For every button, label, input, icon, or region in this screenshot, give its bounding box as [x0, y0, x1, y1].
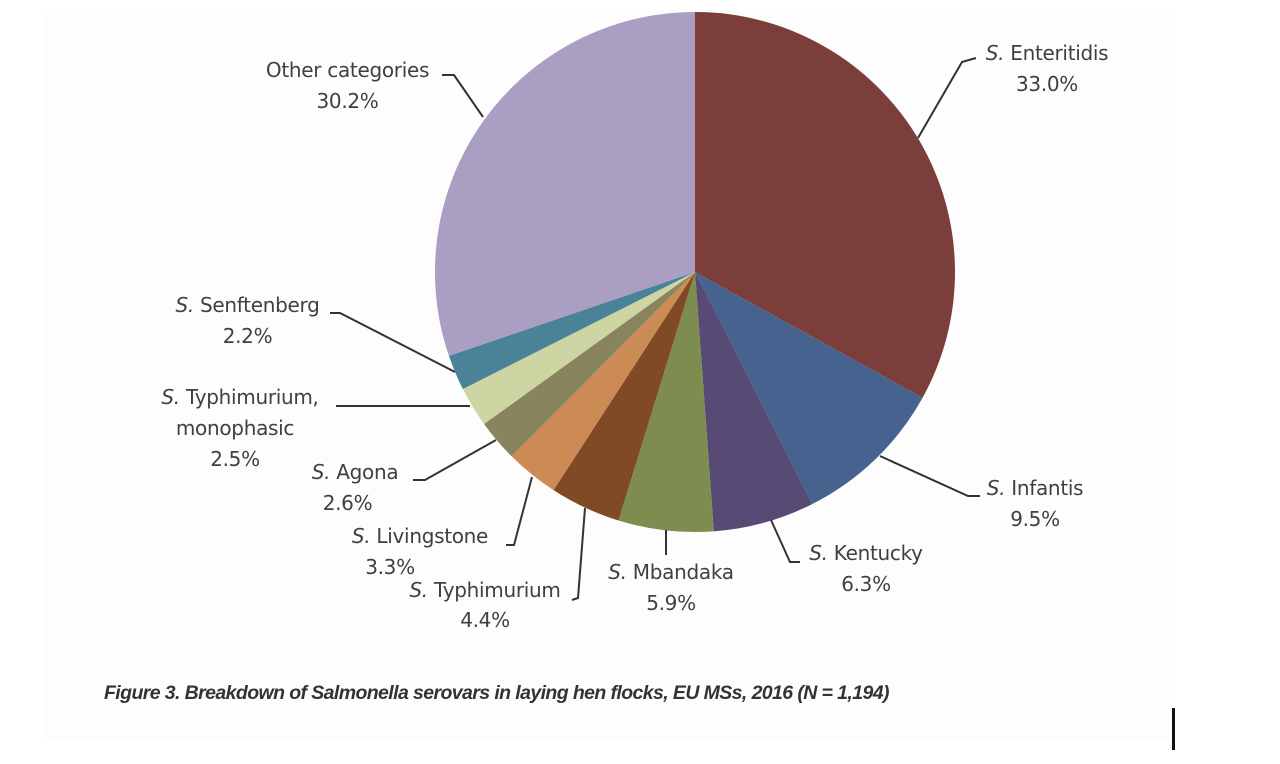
- label-other-categories: Other categories 30.2%: [250, 55, 445, 117]
- label-name: Other categories: [265, 58, 430, 82]
- label-name: Typhimurium: [433, 578, 561, 602]
- label-enteritidis: S. Enteritidis 33.0%: [972, 38, 1122, 100]
- leader-line-livingstone: [506, 476, 533, 546]
- leader-line-senftenberg: [330, 312, 456, 373]
- label-value: 2.5%: [210, 447, 260, 471]
- pie-slice-s-infantis: [695, 272, 923, 504]
- pie-slice-s-agona: [484, 272, 695, 457]
- pie-slice-s-livingstone: [511, 272, 695, 491]
- pie-slice-s-typhimurium-monophasic: [462, 272, 695, 424]
- pie-slice-other-categories: [434, 12, 695, 356]
- label-mbandaka: S. Mbandaka 5.9%: [596, 557, 746, 619]
- label-prefix: S.: [608, 560, 627, 584]
- pie-slice-s-enteritidis: [695, 12, 956, 398]
- label-value: 9.5%: [1010, 507, 1060, 531]
- pie-slice-s-kentucky: [695, 272, 813, 532]
- label-value: 3.3%: [365, 555, 415, 579]
- label-value: 30.2%: [316, 89, 379, 113]
- pie-slice-s-typhimurium: [553, 272, 695, 521]
- label-value: 5.9%: [646, 591, 696, 615]
- label-value: 6.3%: [841, 572, 891, 596]
- label-name: Kentucky: [833, 541, 923, 565]
- leader-lines: [330, 57, 980, 601]
- label-typhimurium: S. Typhimurium 4.4%: [395, 575, 575, 635]
- label-typhimurium-monophasic: S. Typhimurium, monophasic 2.5%: [145, 382, 335, 475]
- label-prefix: S.: [809, 541, 828, 565]
- label-kentucky: S. Kentucky 6.3%: [796, 538, 936, 600]
- label-livingstone: S. Livingstone 3.3%: [340, 521, 500, 583]
- label-value: 2.2%: [222, 324, 273, 348]
- label-prefix: S.: [161, 385, 180, 409]
- label-value: 4.4%: [460, 608, 510, 632]
- label-name: Mbandaka: [632, 560, 734, 584]
- leader-line-agona: [413, 439, 497, 481]
- pie-slice-s-mbandaka: [618, 272, 714, 532]
- pie-slices: [434, 12, 956, 532]
- leader-line-infantis: [879, 455, 980, 497]
- label-senftenberg: S. Senftenberg 2.2%: [160, 290, 335, 352]
- label-value: 33.0%: [1015, 72, 1079, 96]
- label-name: Typhimurium,: [185, 385, 319, 409]
- label-prefix: S.: [351, 524, 371, 548]
- leader-line-other: [442, 74, 484, 118]
- leader-line-typhimurium: [571, 507, 586, 601]
- label-prefix: S.: [311, 460, 331, 484]
- label-name: Enteritidis: [1010, 41, 1109, 65]
- text-cursor: [1172, 708, 1175, 750]
- pie-slice-s-senftenberg: [448, 272, 695, 390]
- label-prefix: S.: [986, 476, 1006, 500]
- label-name: Livingstone: [376, 524, 489, 548]
- label-prefix: S.: [985, 41, 1005, 65]
- label-name: Agona: [336, 460, 399, 484]
- label-agona: S. Agona 2.6%: [300, 457, 410, 519]
- label-prefix: S.: [409, 578, 428, 602]
- leader-line-kentucky: [770, 519, 800, 563]
- leader-line-enteritidis: [917, 57, 977, 139]
- label-name-line2: monophasic: [175, 416, 295, 440]
- label-value: 2.6%: [322, 491, 373, 515]
- label-infantis: S. Infantis 9.5%: [975, 473, 1095, 535]
- label-name: Infantis: [1011, 476, 1084, 500]
- label-name: Senftenberg: [200, 293, 320, 317]
- figure-caption: Figure 3. Breakdown of Salmonella serova…: [104, 682, 889, 704]
- label-prefix: S.: [175, 293, 195, 317]
